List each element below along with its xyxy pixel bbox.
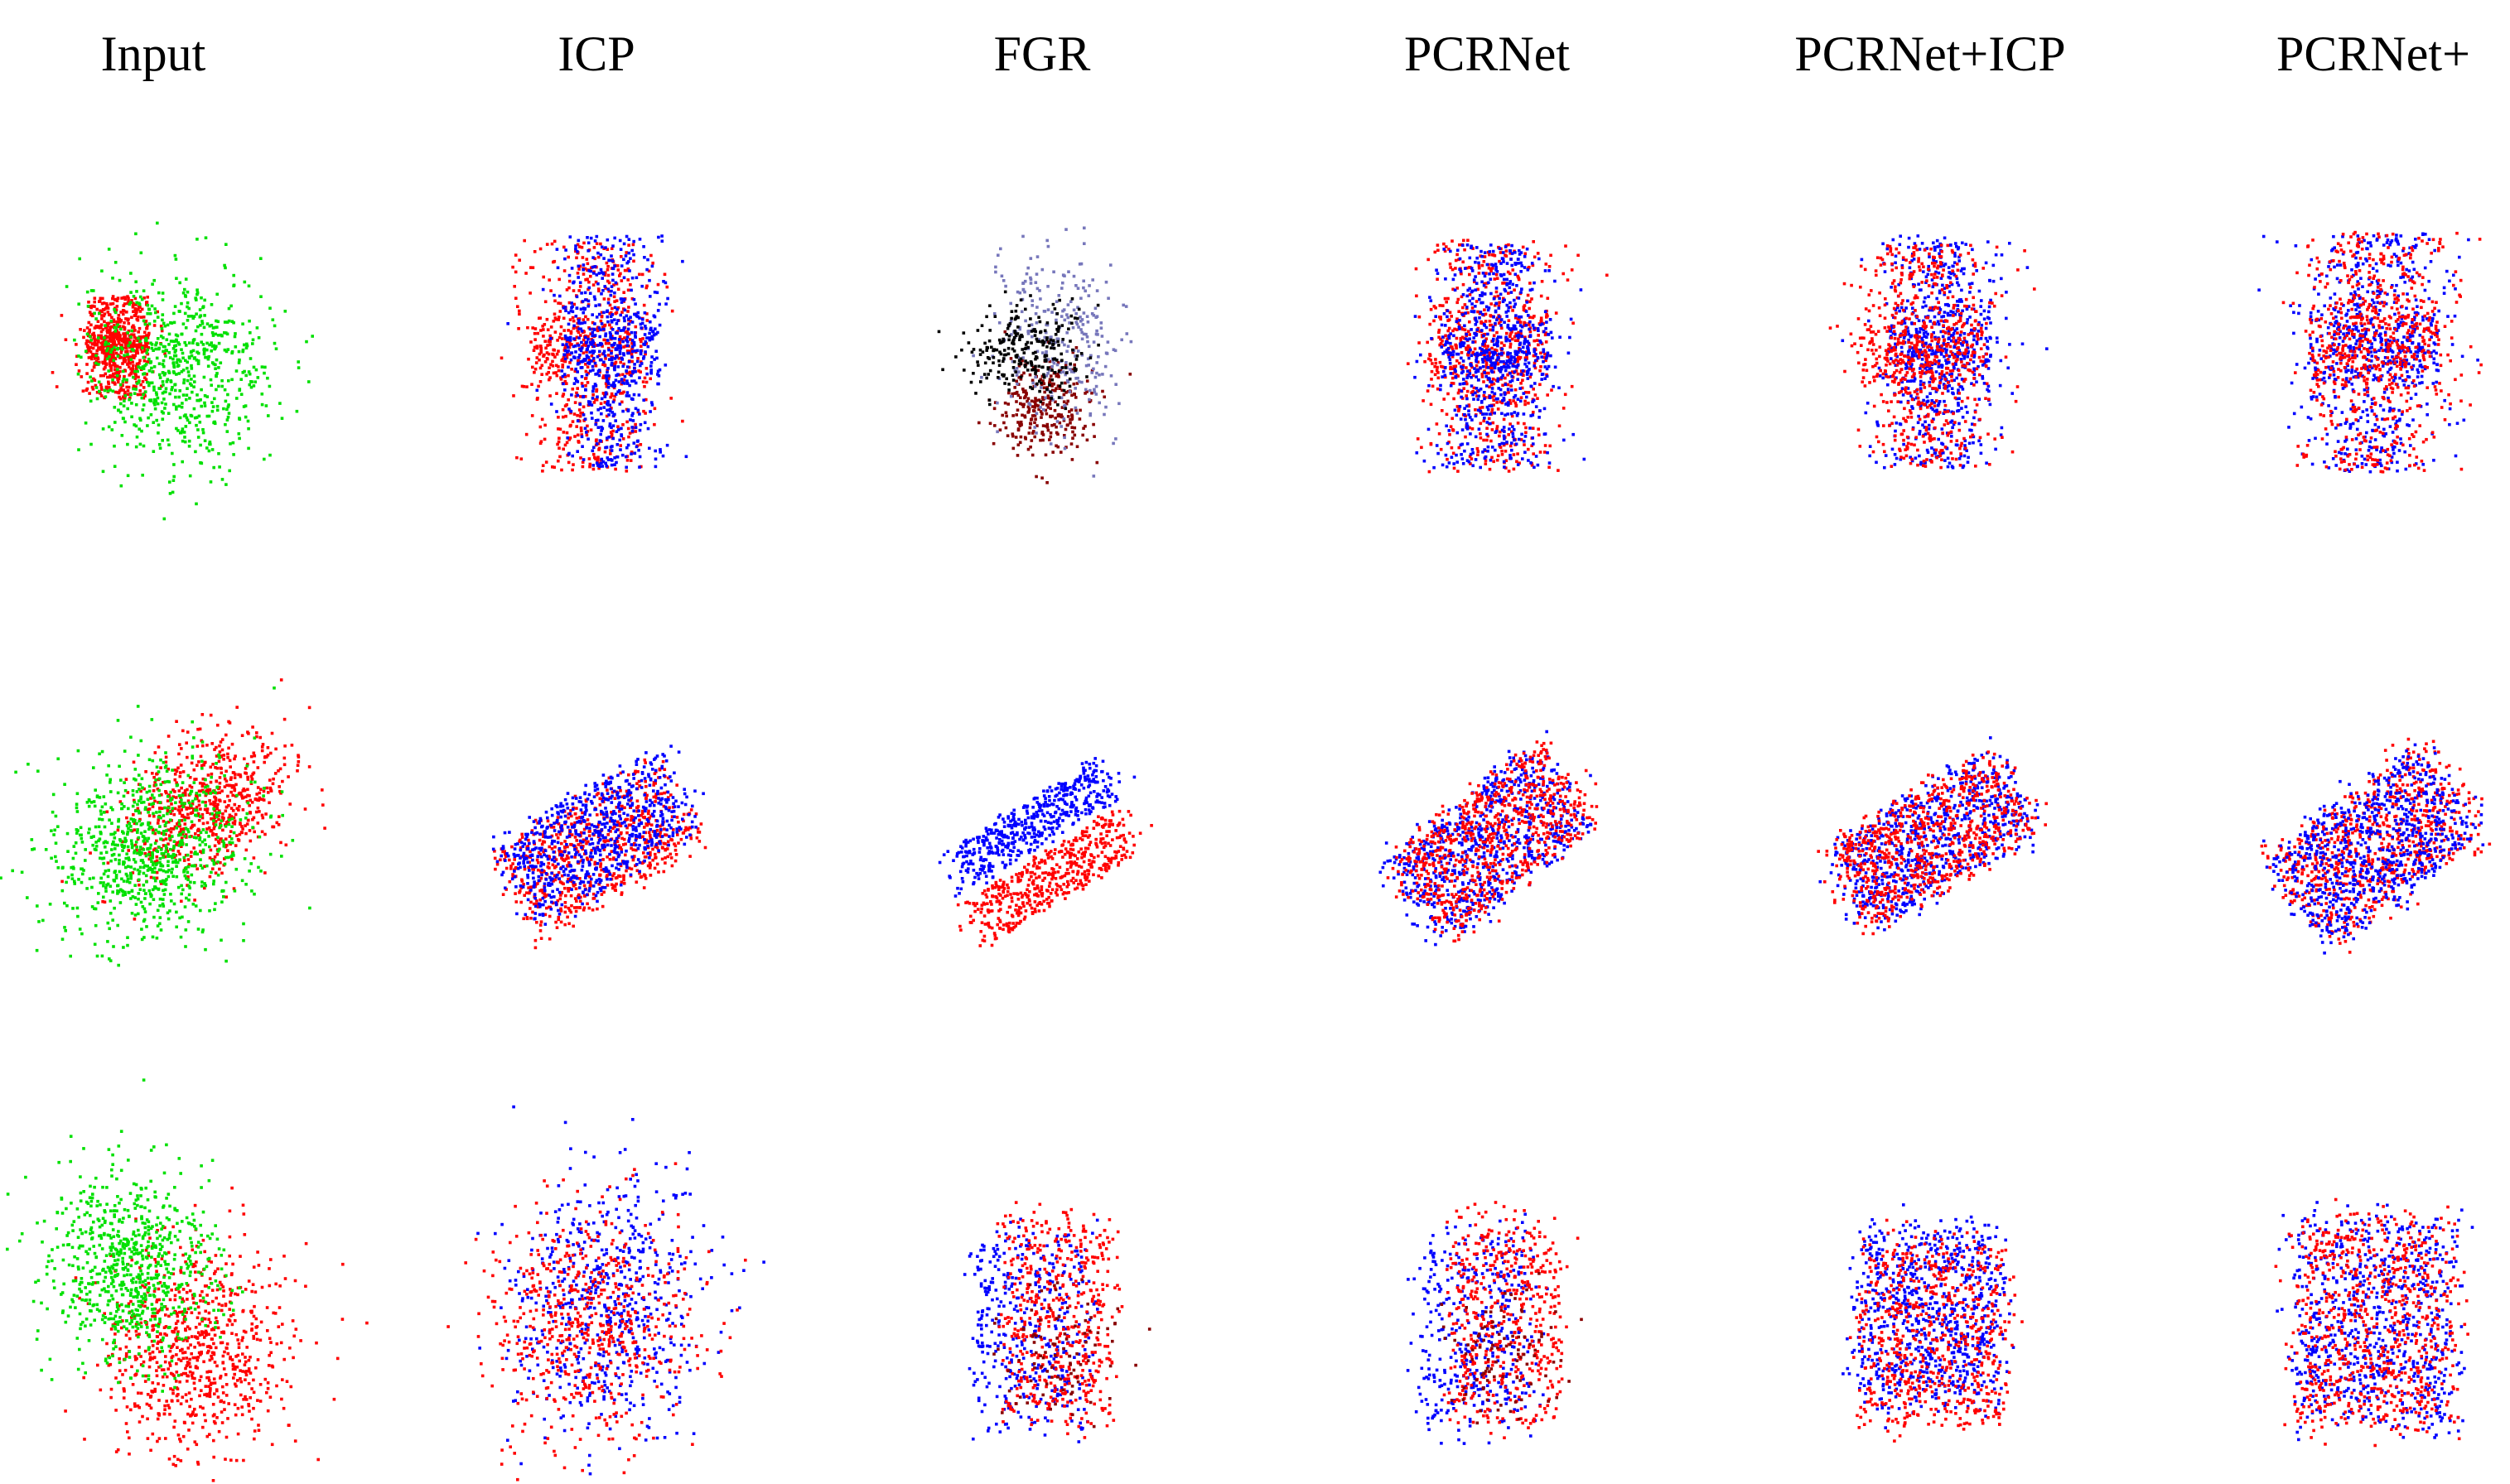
- column-header-row: Input ICP FGR PCRNet PCRNet+ICP PCRNet+: [0, 17, 2510, 91]
- column-title-pcrnet-plus: PCRNet+: [2199, 17, 2510, 91]
- column-title-icp: ICP: [422, 17, 770, 91]
- column-title-pcrnet-icp: PCRNet+ICP: [1756, 17, 2104, 91]
- column-title-fgr: FGR: [868, 17, 1216, 91]
- panel-row1-pcrnet-plus: [2257, 230, 2483, 474]
- panel-row1-input: [51, 221, 314, 521]
- panel-row3-input: [6, 1078, 369, 1482]
- panel-row2-pcrnet-plus: [2260, 737, 2492, 955]
- panel-row2-fgr: [938, 757, 1153, 947]
- panel-row3-pcrnet-plus: [2274, 1197, 2474, 1448]
- panel-row1-pcrnet-icp: [1828, 234, 2049, 470]
- column-title-pcrnet: PCRNet: [1313, 17, 1661, 91]
- panel-row1-icp: [500, 234, 688, 473]
- column-title-input: Input: [0, 17, 327, 91]
- panel-row2-pcrnet: [1378, 730, 1599, 947]
- panel-row3-pcrnet: [1406, 1201, 1583, 1445]
- panel-row2-icp: [491, 744, 707, 950]
- panel-row3-icp: [446, 1105, 765, 1482]
- panel-row2-pcrnet-icp: [1817, 736, 2048, 936]
- panel-row3-fgr: [963, 1201, 1151, 1443]
- panel-row3-pcrnet-icp: [1841, 1203, 2024, 1443]
- panel-row1-fgr: [937, 226, 1133, 484]
- panel-row2-input: [0, 678, 326, 967]
- panel-row1-pcrnet: [1407, 238, 1609, 474]
